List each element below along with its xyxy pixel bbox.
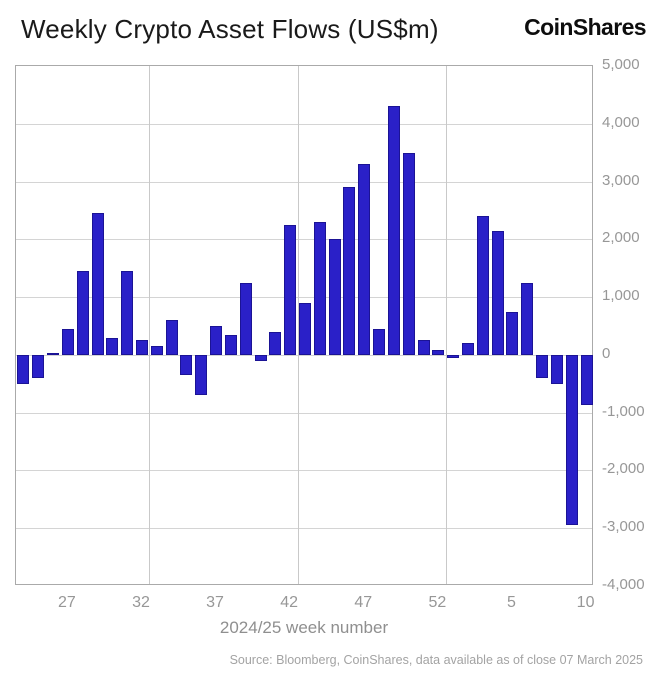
bar-week-39 — [239, 282, 252, 355]
x-tick-label-5: 5 — [507, 594, 516, 611]
bar-week-38 — [224, 334, 237, 355]
x-tick-label-52: 52 — [428, 594, 447, 611]
bar-week-47 — [358, 164, 371, 355]
chart-title: Weekly Crypto Asset Flows (US$m) — [21, 14, 439, 44]
y-tick-label-2,000: 2,000 — [602, 229, 640, 247]
bar-week-4 — [491, 230, 504, 355]
y-tick-label--3,000: -3,000 — [602, 518, 645, 536]
x-tick-label-32: 32 — [132, 594, 150, 611]
bar-week-5 — [506, 311, 519, 355]
bar-week-50 — [402, 152, 415, 355]
bar-week-52 — [432, 350, 445, 355]
bar-week-49 — [387, 106, 400, 355]
bar-week-8 — [550, 354, 563, 384]
bar-week-2 — [462, 343, 475, 355]
bar-week-44 — [313, 222, 326, 355]
x-tick-label-42: 42 — [280, 594, 299, 611]
y-tick-label-1,000: 1,000 — [602, 287, 640, 305]
gridline-y-4000 — [16, 123, 592, 125]
bar-week-37 — [210, 326, 223, 355]
gridline-x-boundary-19 — [297, 66, 299, 584]
gridline-y-0 — [16, 354, 592, 356]
gridline-x-boundary-29 — [445, 66, 447, 584]
bar-week-26 — [47, 352, 60, 355]
y-tick-label--2,000: -2,000 — [602, 460, 645, 478]
bar-week-32 — [135, 340, 148, 355]
bar-week-6 — [521, 282, 534, 355]
bar-week-51 — [417, 340, 430, 355]
bar-week-34 — [165, 320, 178, 355]
bar-week-7 — [536, 354, 549, 378]
gridline-y--2000 — [16, 470, 592, 472]
x-axis-title: 2024/25 week number — [219, 618, 389, 637]
gridline-y--3000 — [16, 528, 592, 530]
x-tick-label-10: 10 — [576, 594, 595, 611]
bar-week-10 — [580, 354, 593, 406]
bar-week-41 — [269, 331, 282, 355]
y-tick-label-4,000: 4,000 — [602, 113, 640, 131]
bar-week-30 — [106, 337, 119, 355]
x-tick-label-27: 27 — [57, 594, 76, 611]
chart-plot — [15, 65, 593, 585]
bar-week-48 — [373, 328, 386, 355]
bar-week-29 — [91, 213, 104, 355]
y-tick-label--4,000: -4,000 — [602, 576, 645, 593]
bar-week-40 — [254, 354, 267, 361]
gridline-y-3000 — [16, 181, 592, 183]
source-attribution: Source: Bloomberg, CoinShares, data avai… — [229, 653, 643, 667]
bar-week-27 — [61, 328, 74, 355]
coinshares-logo: CoinShares — [524, 14, 646, 40]
gridline-y-2000 — [16, 239, 592, 241]
gridline-x-boundary-9 — [149, 66, 151, 584]
bar-week-42 — [284, 224, 297, 355]
bar-week-3 — [476, 216, 489, 355]
bar-week-46 — [343, 187, 356, 355]
gridline-y-1000 — [16, 297, 592, 299]
y-tick-label-5,000: 5,000 — [602, 56, 640, 73]
bar-week-25 — [32, 354, 45, 378]
bar-week-1 — [447, 354, 460, 358]
bar-week-45 — [328, 239, 341, 355]
y-tick-label--1,000: -1,000 — [602, 402, 645, 420]
x-tick-label-47: 47 — [354, 594, 373, 611]
bar-week-28 — [76, 271, 89, 355]
y-tick-label-3,000: 3,000 — [602, 171, 640, 189]
gridline-y--1000 — [16, 412, 592, 414]
x-tick-label-37: 37 — [206, 594, 224, 611]
bar-week-36 — [195, 354, 208, 396]
y-tick-label-0: 0 — [602, 344, 611, 362]
bar-week-33 — [150, 346, 163, 355]
bar-week-43 — [299, 302, 311, 355]
bar-week-9 — [565, 354, 578, 526]
bar-week-35 — [180, 354, 193, 376]
bar-week-31 — [121, 271, 134, 355]
bar-week-24 — [17, 354, 30, 384]
